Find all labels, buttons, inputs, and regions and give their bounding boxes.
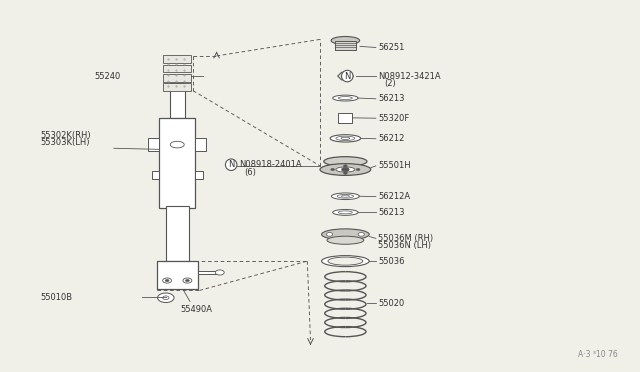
Ellipse shape (341, 137, 350, 140)
Text: 55302K(RH): 55302K(RH) (41, 131, 92, 140)
Circle shape (331, 169, 335, 171)
Ellipse shape (321, 256, 369, 267)
Circle shape (358, 232, 364, 236)
Ellipse shape (337, 195, 354, 198)
Bar (163, 74, 191, 81)
Text: 55036N (LH): 55036N (LH) (378, 241, 431, 250)
Bar (157, 261, 198, 289)
Circle shape (215, 270, 224, 275)
Bar (159, 118, 195, 208)
Text: 55240: 55240 (95, 71, 121, 81)
Text: 56212: 56212 (378, 134, 404, 143)
Ellipse shape (341, 195, 349, 197)
Ellipse shape (339, 211, 353, 214)
Circle shape (157, 293, 174, 302)
Text: 56213: 56213 (378, 94, 405, 103)
Text: 56212A: 56212A (378, 192, 410, 201)
Ellipse shape (336, 136, 355, 141)
Ellipse shape (320, 164, 371, 175)
Text: 55501H: 55501H (378, 161, 411, 170)
Text: N: N (344, 71, 351, 81)
Ellipse shape (339, 97, 353, 100)
Text: 55010B: 55010B (41, 293, 73, 302)
Circle shape (163, 296, 169, 299)
Text: 55036: 55036 (378, 257, 405, 266)
Text: (6): (6) (244, 167, 256, 177)
Text: 56251: 56251 (378, 43, 404, 52)
Bar (198, 271, 220, 274)
Circle shape (356, 169, 360, 171)
Ellipse shape (327, 236, 364, 244)
Ellipse shape (328, 257, 363, 265)
Ellipse shape (332, 193, 359, 199)
Text: 56213: 56213 (378, 208, 405, 217)
Bar (163, 55, 191, 63)
Text: 55490A: 55490A (180, 305, 212, 314)
Circle shape (344, 165, 348, 167)
Ellipse shape (333, 209, 358, 215)
Bar (170, 83, 185, 118)
Text: N: N (228, 160, 234, 169)
Bar (166, 206, 189, 261)
Circle shape (341, 74, 349, 78)
Circle shape (165, 279, 169, 282)
Bar (195, 171, 203, 179)
Text: 55320F: 55320F (378, 114, 410, 123)
Circle shape (186, 279, 189, 282)
Bar (335, 41, 356, 50)
Text: N08918-2401A: N08918-2401A (239, 160, 301, 169)
Text: 55303K(LH): 55303K(LH) (41, 138, 90, 147)
Bar (152, 171, 159, 179)
Text: A·3 ³10 76: A·3 ³10 76 (579, 350, 618, 359)
Ellipse shape (331, 36, 360, 45)
Circle shape (342, 167, 349, 172)
Circle shape (344, 172, 348, 174)
Circle shape (163, 278, 172, 283)
Ellipse shape (336, 167, 355, 172)
Text: 55020: 55020 (378, 299, 404, 308)
Bar (148, 138, 159, 151)
Ellipse shape (170, 141, 184, 148)
Text: 55036M (RH): 55036M (RH) (378, 234, 433, 243)
Ellipse shape (333, 95, 358, 101)
Bar (163, 65, 191, 73)
Circle shape (326, 232, 333, 236)
Text: (2): (2) (385, 78, 396, 87)
Circle shape (183, 278, 192, 283)
Bar (339, 113, 353, 123)
Text: N08912-3421A: N08912-3421A (378, 71, 441, 81)
Bar (163, 83, 191, 91)
Ellipse shape (321, 229, 369, 240)
Ellipse shape (324, 157, 367, 166)
Ellipse shape (330, 135, 360, 142)
Bar (195, 138, 207, 151)
